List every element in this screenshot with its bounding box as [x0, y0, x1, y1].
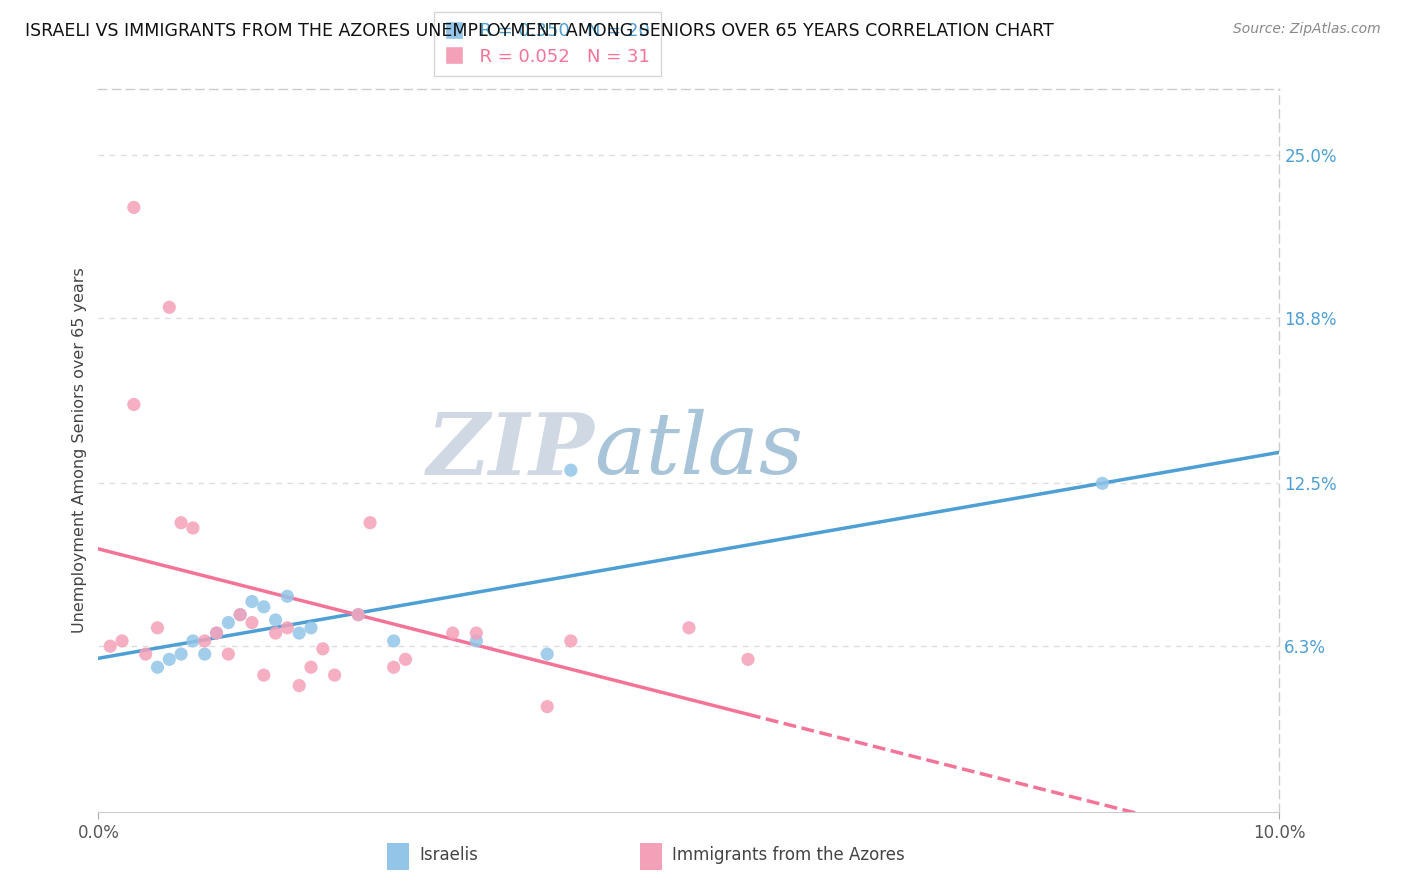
Point: [312, 641, 335, 656]
Legend:   R = 0.350   N = 20,   R = 0.052   N = 31: R = 0.350 N = 20, R = 0.052 N = 31: [433, 12, 661, 77]
Point: [465, 626, 488, 640]
Point: [229, 607, 252, 622]
Point: [264, 613, 287, 627]
Point: [122, 201, 145, 215]
Point: [441, 626, 464, 640]
Point: [181, 521, 204, 535]
Point: [347, 607, 370, 622]
Point: [217, 615, 239, 630]
Point: [299, 660, 322, 674]
Point: [205, 626, 228, 640]
Point: [157, 300, 180, 314]
Point: [394, 652, 416, 666]
Point: [1091, 476, 1114, 491]
Point: [288, 626, 311, 640]
Point: [194, 634, 217, 648]
Y-axis label: Unemployment Among Seniors over 65 years: Unemployment Among Seniors over 65 years: [72, 268, 87, 633]
Point: [98, 639, 121, 653]
Text: Source: ZipAtlas.com: Source: ZipAtlas.com: [1233, 22, 1381, 37]
Point: [359, 516, 381, 530]
Point: [560, 634, 582, 648]
Point: [465, 634, 488, 648]
Point: [253, 599, 276, 614]
Point: [382, 634, 405, 648]
Point: [560, 463, 582, 477]
Point: [299, 621, 322, 635]
Text: Israelis: Israelis: [419, 846, 478, 863]
Point: [536, 699, 558, 714]
Point: [347, 607, 370, 622]
Point: [135, 647, 157, 661]
Point: [146, 621, 169, 635]
Point: [194, 647, 217, 661]
Point: [157, 652, 180, 666]
Point: [536, 647, 558, 661]
Point: [323, 668, 346, 682]
Text: ZIP: ZIP: [426, 409, 595, 492]
Point: [229, 607, 252, 622]
Point: [288, 679, 311, 693]
Point: [217, 647, 239, 661]
Point: [170, 647, 193, 661]
Point: [111, 634, 134, 648]
Point: [678, 621, 700, 635]
Point: [253, 668, 276, 682]
Point: [276, 621, 298, 635]
Point: [737, 652, 759, 666]
Point: [122, 397, 145, 411]
Point: [181, 634, 204, 648]
Point: [146, 660, 169, 674]
Point: [382, 660, 405, 674]
Point: [240, 594, 263, 608]
Point: [276, 589, 298, 603]
Point: [264, 626, 287, 640]
Text: Immigrants from the Azores: Immigrants from the Azores: [672, 846, 905, 863]
Point: [205, 626, 228, 640]
Text: atlas: atlas: [595, 409, 804, 491]
Text: ISRAELI VS IMMIGRANTS FROM THE AZORES UNEMPLOYMENT AMONG SENIORS OVER 65 YEARS C: ISRAELI VS IMMIGRANTS FROM THE AZORES UN…: [25, 22, 1054, 40]
Point: [170, 516, 193, 530]
Point: [240, 615, 263, 630]
